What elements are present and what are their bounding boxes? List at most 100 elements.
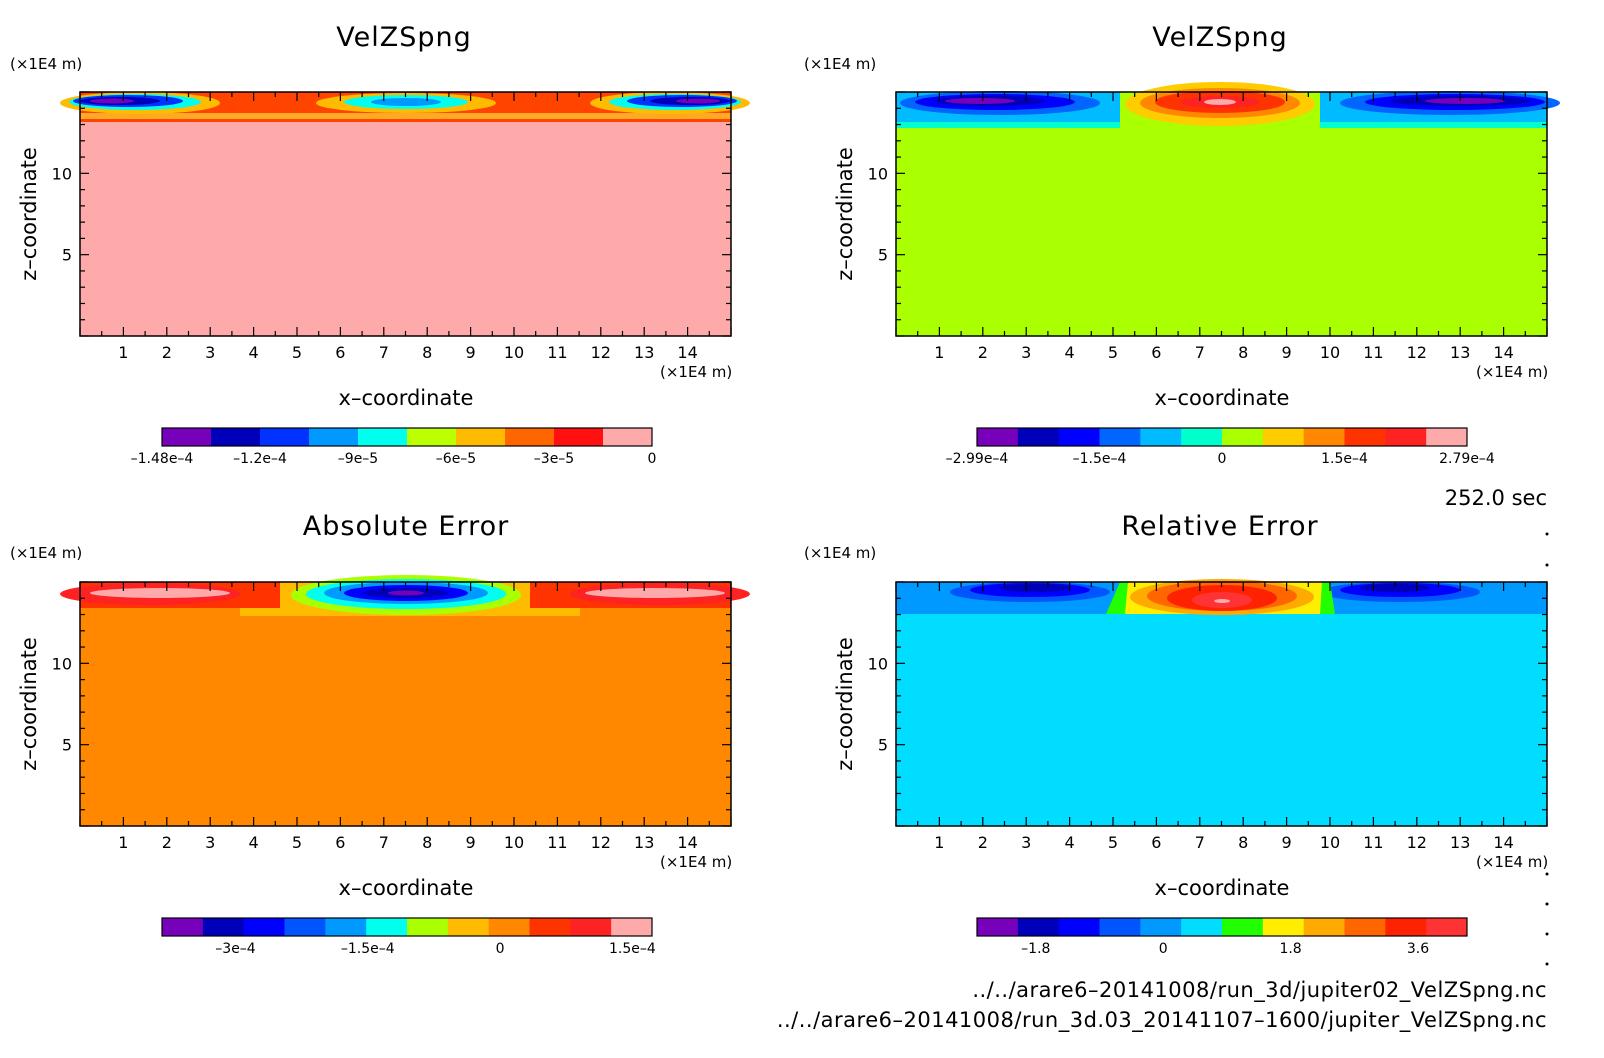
x-tick-label: 4 — [249, 833, 259, 852]
y-axis-label: z–coordinate — [833, 637, 857, 771]
x-tick-label: 5 — [292, 833, 302, 852]
colorbar-swatch — [1426, 918, 1468, 936]
x-tick-label: 11 — [1363, 343, 1383, 362]
colorbar-swatch — [1385, 918, 1427, 936]
x-tick-label: 3 — [1021, 343, 1031, 362]
colorbar-swatch — [284, 918, 326, 936]
colorbar-swatch — [1140, 428, 1182, 446]
colorbar-swatch — [407, 918, 449, 936]
colorbar-swatch — [1222, 428, 1264, 446]
x-tick-label: 1 — [118, 343, 128, 362]
field-background — [896, 582, 1547, 826]
colorbar-swatch — [1181, 428, 1223, 446]
footer-file-1: ../../arare6–20141008/run_3d/jupiter02_V… — [972, 978, 1547, 1003]
colorbar-swatch — [1303, 918, 1345, 936]
colorbar-tick-label: –3e–5 — [534, 451, 574, 467]
y-tick-label: 10 — [52, 654, 72, 673]
x-tick-label: 3 — [1021, 833, 1031, 852]
x-tick-label: 6 — [1151, 833, 1161, 852]
colorbar: –3e–4 –1.5e–4 0 1.5e–4 — [161, 917, 656, 957]
colorbar-tick-label: –1.5e–4 — [341, 941, 395, 957]
panel-velzspng-left: VelZSpng (×1E4 m) 1 2 3 4 5 6 7 8 9 10 11 12 13 14510… — [10, 22, 750, 467]
x-tick-label: 12 — [591, 343, 611, 362]
colorbar-swatch — [611, 918, 653, 936]
colorbar-swatch — [1017, 428, 1060, 446]
x-tick-label: 7 — [1195, 343, 1205, 362]
colorbar-tick-label: 1.5e–4 — [1321, 451, 1368, 467]
contour-left — [90, 588, 230, 598]
contour-left — [945, 98, 1015, 104]
colorbar-swatch — [1385, 428, 1427, 446]
colorbar-swatch — [1303, 428, 1345, 446]
colorbar-swatch — [407, 428, 457, 446]
x-tick-label: 5 — [292, 343, 302, 362]
colorbar-frame — [976, 427, 1468, 447]
panel-relative-error: Relative Error (×1E4 m) 1 2 3 4 5 6 7 8 9 10 11 12 1… — [804, 511, 1548, 957]
y-axis-label: z–coordinate — [833, 147, 857, 281]
field-background — [80, 92, 731, 336]
plot-area — [60, 575, 750, 827]
colorbar-tick-label: –2.99e–4 — [946, 451, 1009, 467]
footer-file-2: ../../arare6–20141008/run_3d.03_20141107… — [777, 1008, 1547, 1033]
panel-title: Relative Error — [1121, 511, 1318, 542]
colorbar-swatch — [1262, 428, 1305, 446]
colorbar-swatch — [162, 428, 212, 446]
colorbar-swatch — [1017, 918, 1060, 936]
x-tick-label: 9 — [466, 833, 476, 852]
contour-right — [585, 588, 725, 598]
z-unit-label: (×1E4 m) — [804, 544, 876, 562]
x-tick-label: 12 — [1407, 833, 1427, 852]
x-tick-label: 4 — [249, 343, 259, 362]
x-tick-label: 8 — [422, 833, 432, 852]
colorbar-swatch — [202, 918, 245, 936]
colorbar-swatch — [162, 918, 204, 936]
plot-area — [60, 91, 750, 337]
contour-center — [1214, 599, 1230, 603]
x-tick-label: 7 — [379, 833, 389, 852]
z-unit-label: (×1E4 m) — [804, 55, 876, 73]
x-tick-label: 12 — [591, 833, 611, 852]
x-axis-label: x–coordinate — [339, 876, 474, 900]
contour-right — [1425, 98, 1505, 104]
y-tick-label: 5 — [62, 736, 72, 755]
contour-center — [371, 98, 441, 106]
x-tick-label: 4 — [1065, 343, 1075, 362]
x-unit-label: (×1E4 m) — [660, 363, 732, 381]
contour-right — [676, 98, 720, 104]
x-tick-label: 11 — [1363, 833, 1383, 852]
y-tick-label: 5 — [878, 736, 888, 755]
x-tick-label: 3 — [205, 833, 215, 852]
colorbar-swatch — [366, 918, 408, 936]
x-tick-label: 14 — [1493, 343, 1513, 362]
panel-title: VelZSpng — [336, 22, 472, 53]
x-axis-label: x–coordinate — [1155, 386, 1290, 410]
colorbar-swatch — [358, 428, 408, 446]
colorbar-swatch — [1099, 918, 1141, 936]
colorbar-tick-label: 1.8 — [1279, 941, 1301, 957]
colorbar-swatch — [977, 428, 1019, 446]
y-tick-label: 10 — [52, 164, 72, 183]
contour-left — [1000, 584, 1070, 592]
colorbar-swatch — [1262, 918, 1305, 936]
x-tick-label: 9 — [1282, 833, 1292, 852]
field-background — [896, 92, 1547, 336]
colorbar-swatch — [488, 918, 530, 936]
colorbar-swatch — [1140, 918, 1182, 936]
margin-dots — [1545, 532, 1549, 966]
x-tick-label: 9 — [1282, 343, 1292, 362]
y-tick-label: 10 — [868, 164, 888, 183]
x-tick-label: 1 — [934, 833, 944, 852]
colorbar-swatch — [1344, 428, 1386, 446]
x-axis-label: x–coordinate — [1155, 876, 1290, 900]
contour-band — [80, 113, 731, 119]
x-tick-label: 1 — [118, 833, 128, 852]
colorbar: –1.8 0 1.8 3.6 — [976, 917, 1468, 957]
x-tick-label: 14 — [1493, 833, 1513, 852]
x-tick-label: 12 — [1407, 343, 1427, 362]
colorbar-swatch — [1058, 428, 1100, 446]
y-tick-label: 5 — [62, 246, 72, 265]
panel-title: Absolute Error — [303, 511, 509, 542]
y-axis-label: z–coordinate — [17, 637, 41, 771]
